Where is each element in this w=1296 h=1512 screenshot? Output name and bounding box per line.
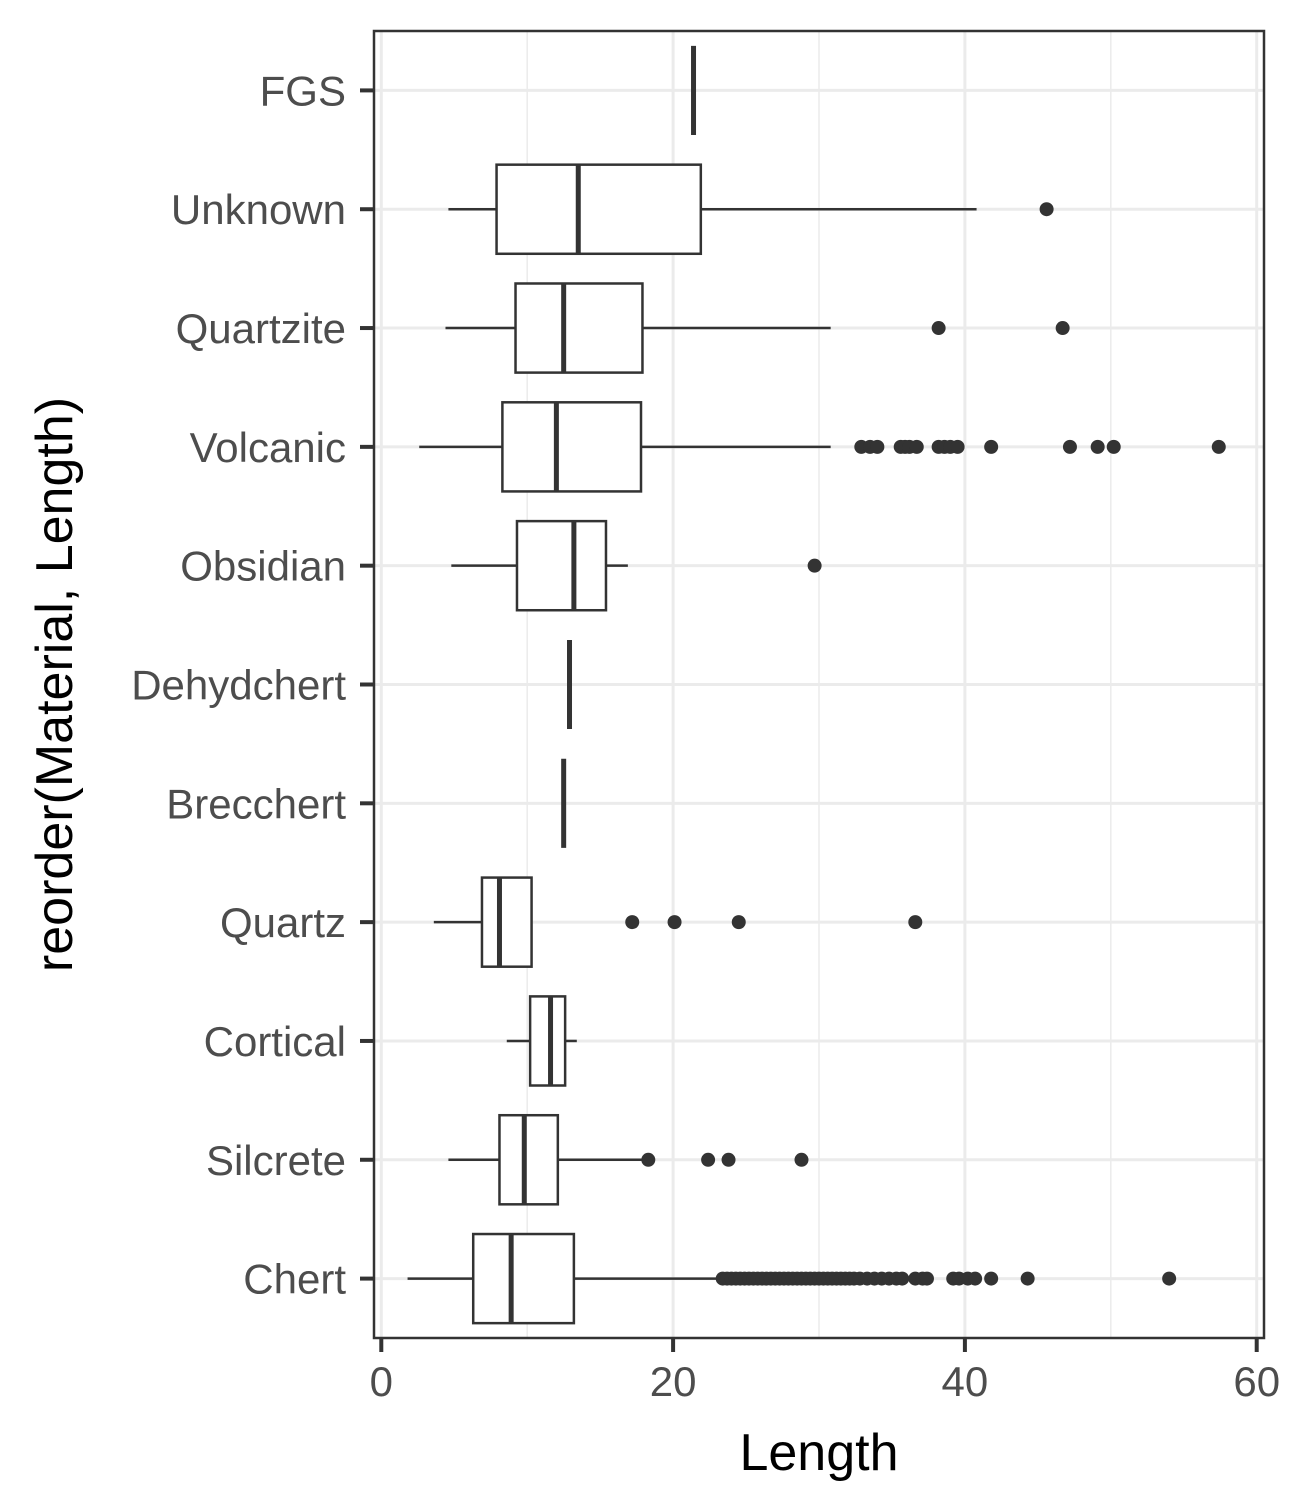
y-axis-title: reorder(Material, Length): [26, 397, 84, 972]
outlier-point: [1055, 321, 1070, 336]
outlier-point: [1162, 1271, 1177, 1286]
outlier-point: [909, 439, 924, 454]
outlier-point: [895, 1271, 910, 1286]
outlier-point: [721, 1152, 736, 1167]
box-iqr: [501, 401, 643, 493]
outlier-point: [1039, 202, 1054, 217]
outlier-point: [984, 1271, 999, 1286]
outlier-point: [931, 321, 946, 336]
box-unknown: [448, 163, 1054, 256]
x-tick-label: 60: [1233, 1358, 1280, 1405]
y-tick-label: Brecchert: [166, 780, 346, 827]
box-iqr: [498, 1113, 560, 1206]
y-tick-label: FGS: [260, 67, 346, 114]
y-tick-label: Quartz: [220, 899, 346, 946]
box-iqr: [471, 1232, 576, 1325]
outlier-point: [919, 1271, 934, 1286]
outlier-point: [807, 558, 822, 573]
x-tick-label: 20: [650, 1358, 697, 1405]
box-silcrete: [448, 1113, 809, 1206]
outlier-point: [701, 1152, 716, 1167]
y-tick-label: Dehydchert: [131, 662, 346, 709]
x-axis: 0 20 40 60: [370, 1338, 1280, 1405]
box-quartz: [433, 876, 923, 968]
outlier-point: [1062, 439, 1077, 454]
outlier-point: [870, 439, 885, 454]
y-tick-label: Chert: [243, 1256, 346, 1303]
outlier-point: [1106, 439, 1121, 454]
y-tick-label: Volcanic: [190, 424, 346, 471]
box-obsidian: [451, 519, 822, 612]
x-tick-label: 40: [942, 1358, 989, 1405]
outlier-point: [908, 915, 923, 930]
box-cortical: [506, 995, 577, 1087]
box-iqr: [514, 282, 644, 374]
y-tick-label: Cortical: [204, 1018, 346, 1065]
y-tick-label: Obsidian: [180, 543, 346, 590]
y-tick-label: Quartzite: [176, 305, 346, 352]
outlier-point: [625, 915, 640, 930]
outlier-point: [667, 915, 682, 930]
outlier-point: [950, 439, 965, 454]
outlier-point: [731, 915, 746, 930]
box-iqr: [515, 519, 608, 612]
x-axis-title: Length: [739, 1424, 898, 1482]
outlier-point: [1020, 1271, 1035, 1286]
outlier-point: [984, 439, 999, 454]
box-volcanic: [419, 401, 1226, 493]
y-tick-label: Silcrete: [206, 1137, 346, 1184]
box-iqr: [480, 876, 533, 968]
box-iqr: [528, 995, 567, 1087]
outlier-point: [1211, 439, 1226, 454]
y-axis: Chert Silcrete Cortical Quartz Brecchert Dehy…: [131, 67, 374, 1303]
outlier-point: [794, 1152, 809, 1167]
outlier-point: [968, 1271, 983, 1286]
box-quartzite: [445, 282, 1070, 374]
outlier-point: [641, 1152, 656, 1167]
x-tick-label: 0: [370, 1358, 393, 1405]
box-chert: [407, 1232, 1177, 1325]
y-tick-label: Unknown: [171, 186, 346, 233]
outlier-point: [1090, 439, 1105, 454]
boxes-layer: [407, 45, 1226, 1325]
box-iqr: [495, 163, 703, 256]
